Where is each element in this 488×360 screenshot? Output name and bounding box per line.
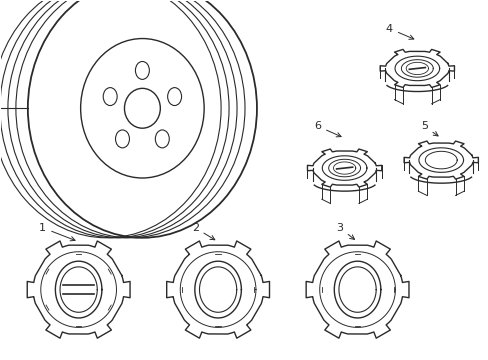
Text: 3: 3 xyxy=(335,223,354,239)
Text: 1: 1 xyxy=(39,223,75,241)
Text: 2: 2 xyxy=(191,223,214,240)
Text: 4: 4 xyxy=(385,24,413,39)
Text: 5: 5 xyxy=(420,121,437,136)
Text: 6: 6 xyxy=(314,121,341,137)
